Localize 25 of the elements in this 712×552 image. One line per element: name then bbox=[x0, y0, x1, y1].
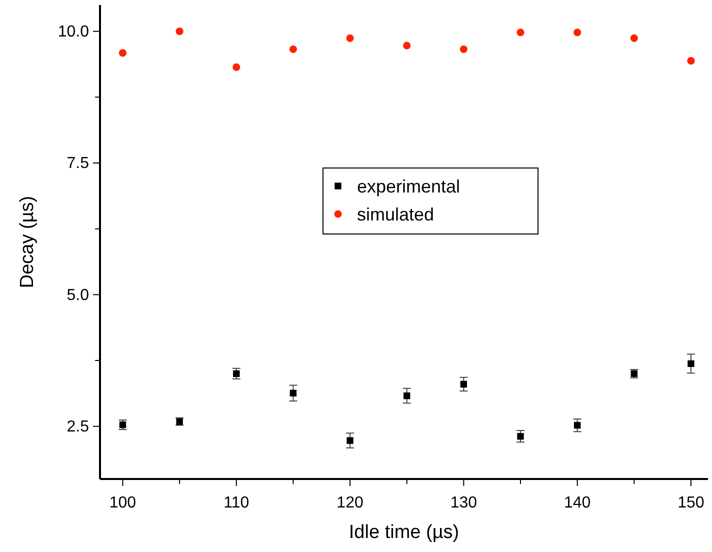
x-tick-label: 100 bbox=[109, 494, 136, 512]
y-tick-label: 2.5 bbox=[66, 418, 90, 436]
legend-label: simulated bbox=[357, 204, 434, 224]
point bbox=[289, 45, 297, 54]
y-tick-label: 10.0 bbox=[58, 23, 90, 40]
point bbox=[346, 34, 354, 42]
point bbox=[460, 45, 468, 54]
point bbox=[687, 57, 695, 65]
x-tick-label: 150 bbox=[678, 494, 704, 512]
y-tick-label: 5.0 bbox=[66, 286, 90, 304]
x-tick-label: 130 bbox=[450, 494, 478, 512]
x-tick-label: 120 bbox=[336, 494, 364, 512]
x-tick-label: 140 bbox=[564, 494, 591, 512]
point bbox=[630, 34, 638, 42]
point bbox=[232, 63, 240, 71]
y-axis-title: Decay (µs) bbox=[17, 196, 38, 288]
point bbox=[516, 28, 524, 36]
point bbox=[574, 28, 582, 36]
legend-label: experimental bbox=[357, 176, 460, 196]
point bbox=[403, 42, 411, 50]
point bbox=[118, 49, 127, 57]
y-tick-label: 7.5 bbox=[66, 155, 90, 172]
point bbox=[176, 28, 184, 36]
x-axis-title: Idle time (µs) bbox=[348, 522, 460, 543]
x-tick-label: 110 bbox=[224, 494, 250, 512]
